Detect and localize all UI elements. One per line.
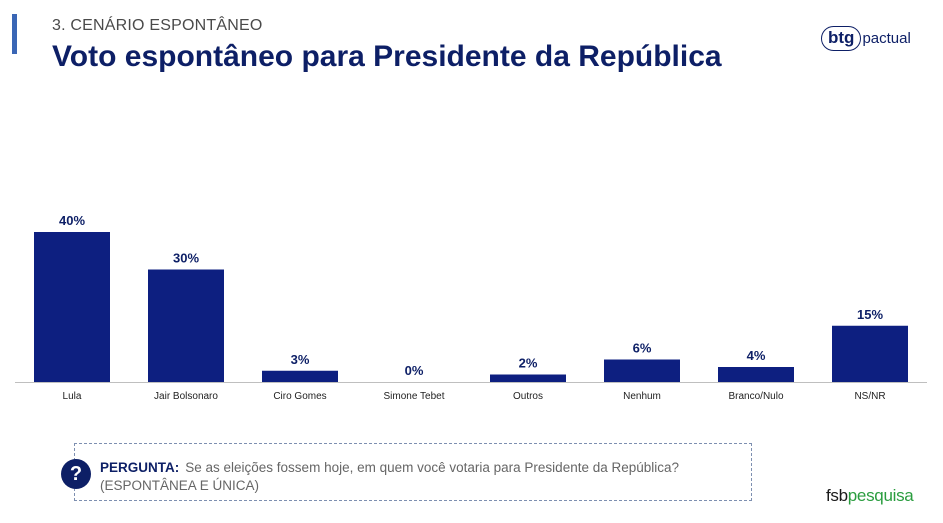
value-label-5: 6% [633,341,652,356]
footer-logo-accent: pesquisa [847,486,914,505]
question-mark-icon: ? [61,459,91,489]
btg-pactual-logo: btg pactual [821,23,911,53]
question-line2: (ESPONTÂNEA E ÚNICA) [100,478,260,493]
fsb-pesquisa-logo: fsbpesquisa [826,486,914,506]
bar-7 [832,325,908,382]
bar-6 [718,367,794,382]
value-label-2: 3% [291,352,310,367]
bar-chart: 40% Lula 30% Jair Bolsonaro 3% Ciro Gomes 0% Si… [15,213,927,402]
value-label-3: 0% [405,363,424,378]
category-label-3: Simone Tebet [384,391,445,402]
value-label-4: 2% [519,356,538,371]
category-label-2: Ciro Gomes [273,391,326,402]
bar-1 [148,269,224,382]
accent-bar [12,14,17,54]
category-label-1: Jair Bolsonaro [154,391,218,402]
section-label: 3. CENÁRIO ESPONTÂNEO [52,17,263,34]
question-label: PERGUNTA: [100,460,180,475]
value-label-0: 40% [59,213,85,228]
value-label-7: 15% [857,307,883,322]
page-title: Voto espontâneo para Presidente da Repúb… [52,40,722,73]
bar-2 [262,370,338,382]
category-label-0: Lula [63,391,82,402]
footer-logo-main: fsb [826,486,848,505]
category-label-6: Branco/Nulo [728,391,783,402]
logo-wordmark: pactual [862,29,911,47]
value-label-6: 4% [747,348,766,363]
bar-0 [34,232,110,382]
bar-4 [490,374,566,382]
value-label-1: 30% [173,251,199,266]
logo-mark: btg [821,25,862,51]
category-label-4: Outros [513,391,543,402]
question-line1: Se as eleições fossem hoje, em quem você… [185,460,680,475]
question-text: PERGUNTA: Se as eleições fossem hoje, em … [100,459,740,495]
category-label-5: Nenhum [623,391,661,402]
category-label-7: NS/NR [854,391,885,402]
bar-5 [604,359,680,382]
